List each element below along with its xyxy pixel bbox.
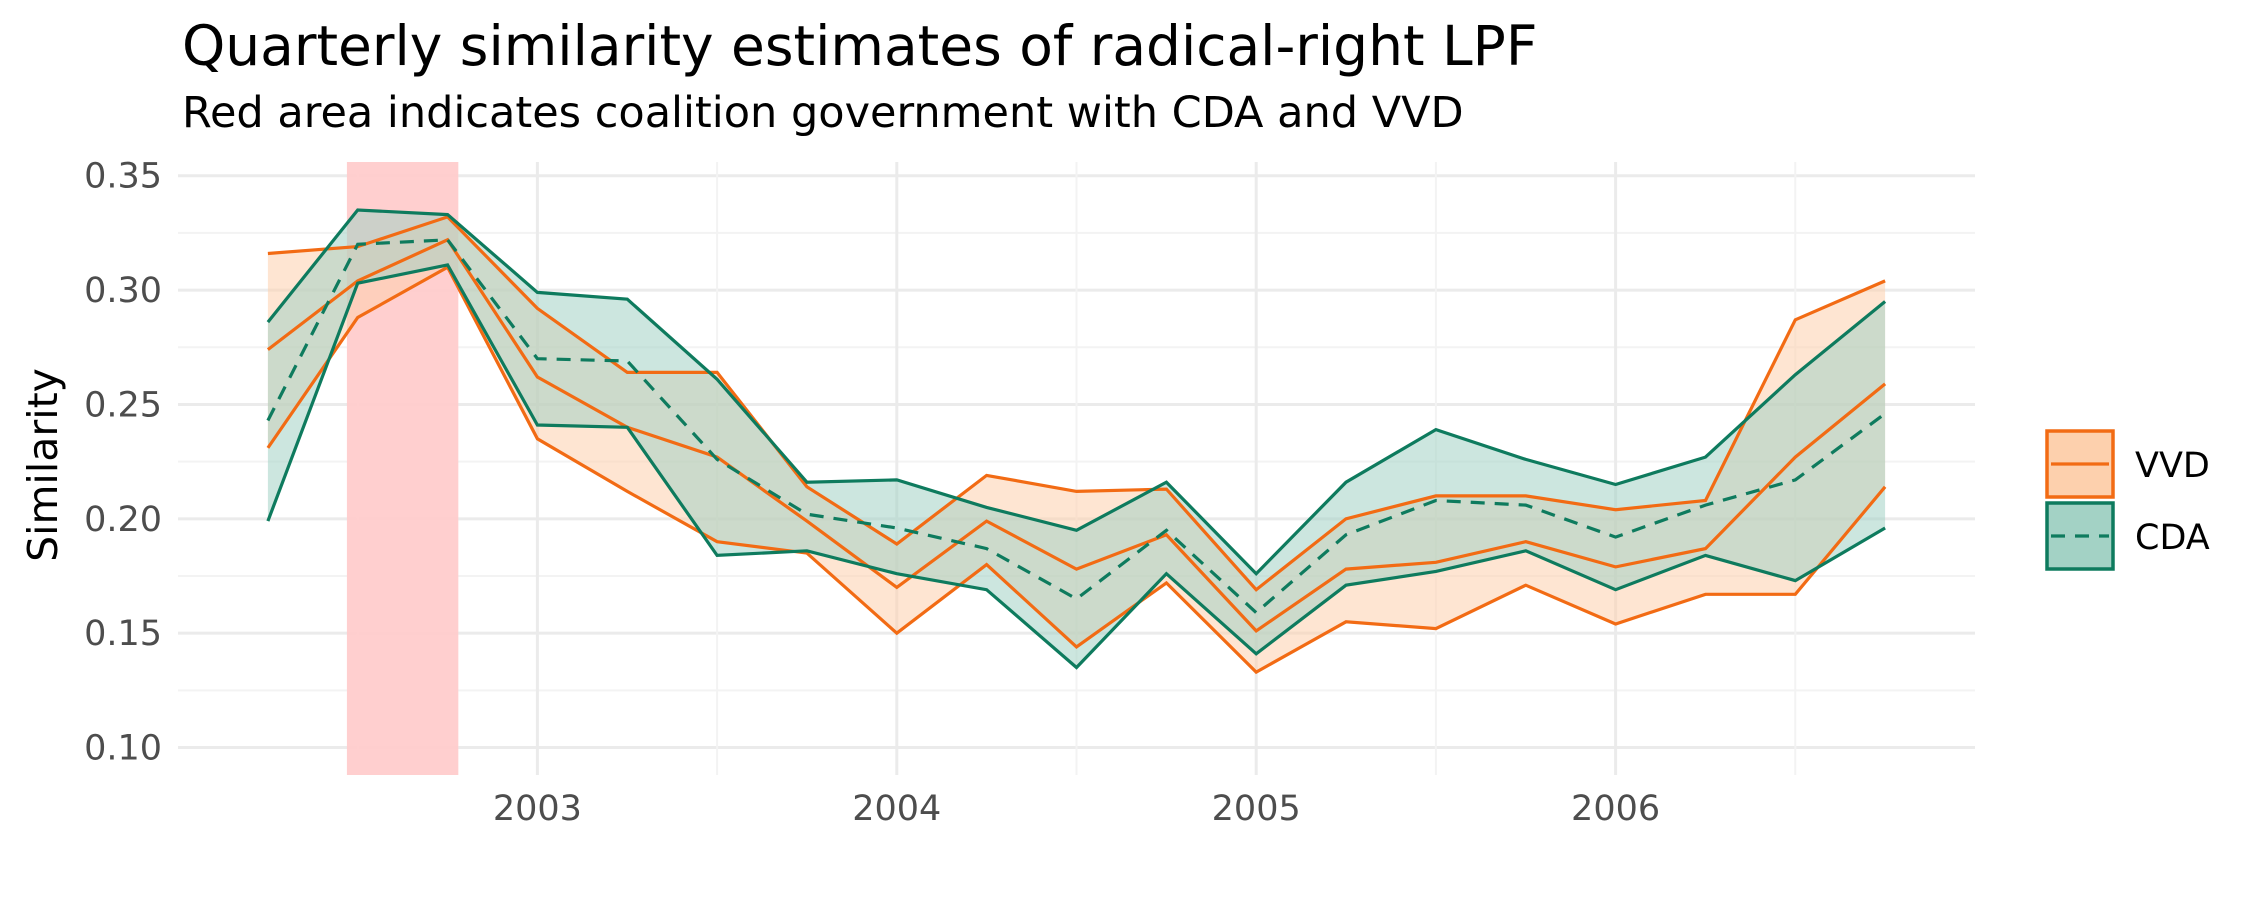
tick-labels: 0.10 0.15 0.20 0.25 0.30 0.35 2003 2004 2005 2006 [84, 157, 1660, 829]
x-tick-label: 2003 [493, 789, 582, 829]
series-lines [266, 208, 1887, 675]
x-tick-label: 2006 [1571, 789, 1660, 829]
chart-subtitle: Red area indicates coalition government … [182, 88, 1464, 138]
upper-bound-line-cda [266, 208, 1887, 576]
y-tick-label: 0.10 [84, 729, 162, 769]
lower-bound-line-cda [266, 263, 1886, 670]
legend-label-vvd: VVD [2135, 446, 2210, 486]
y-axis-title: Similarity [19, 368, 67, 562]
y-tick-label: 0.25 [84, 385, 162, 425]
upper-bound-line-vvd [267, 215, 1886, 592]
y-tick-label: 0.15 [84, 614, 162, 654]
chart-title: Quarterly similarity estimates of radica… [182, 14, 1538, 78]
lower-bound-line-vvd [266, 265, 1887, 675]
y-tick-label: 0.35 [84, 157, 162, 197]
y-tick-label: 0.20 [84, 500, 162, 540]
legend-label-cda: CDA [2135, 518, 2210, 558]
grid [178, 162, 1975, 775]
legend: VVD CDA [2045, 429, 2210, 571]
mean-line-cda [266, 238, 1887, 615]
mean-line-vvd [266, 237, 1887, 633]
y-tick-label: 0.30 [84, 271, 162, 311]
x-tick-label: 2004 [852, 789, 941, 829]
x-tick-label: 2005 [1212, 789, 1301, 829]
